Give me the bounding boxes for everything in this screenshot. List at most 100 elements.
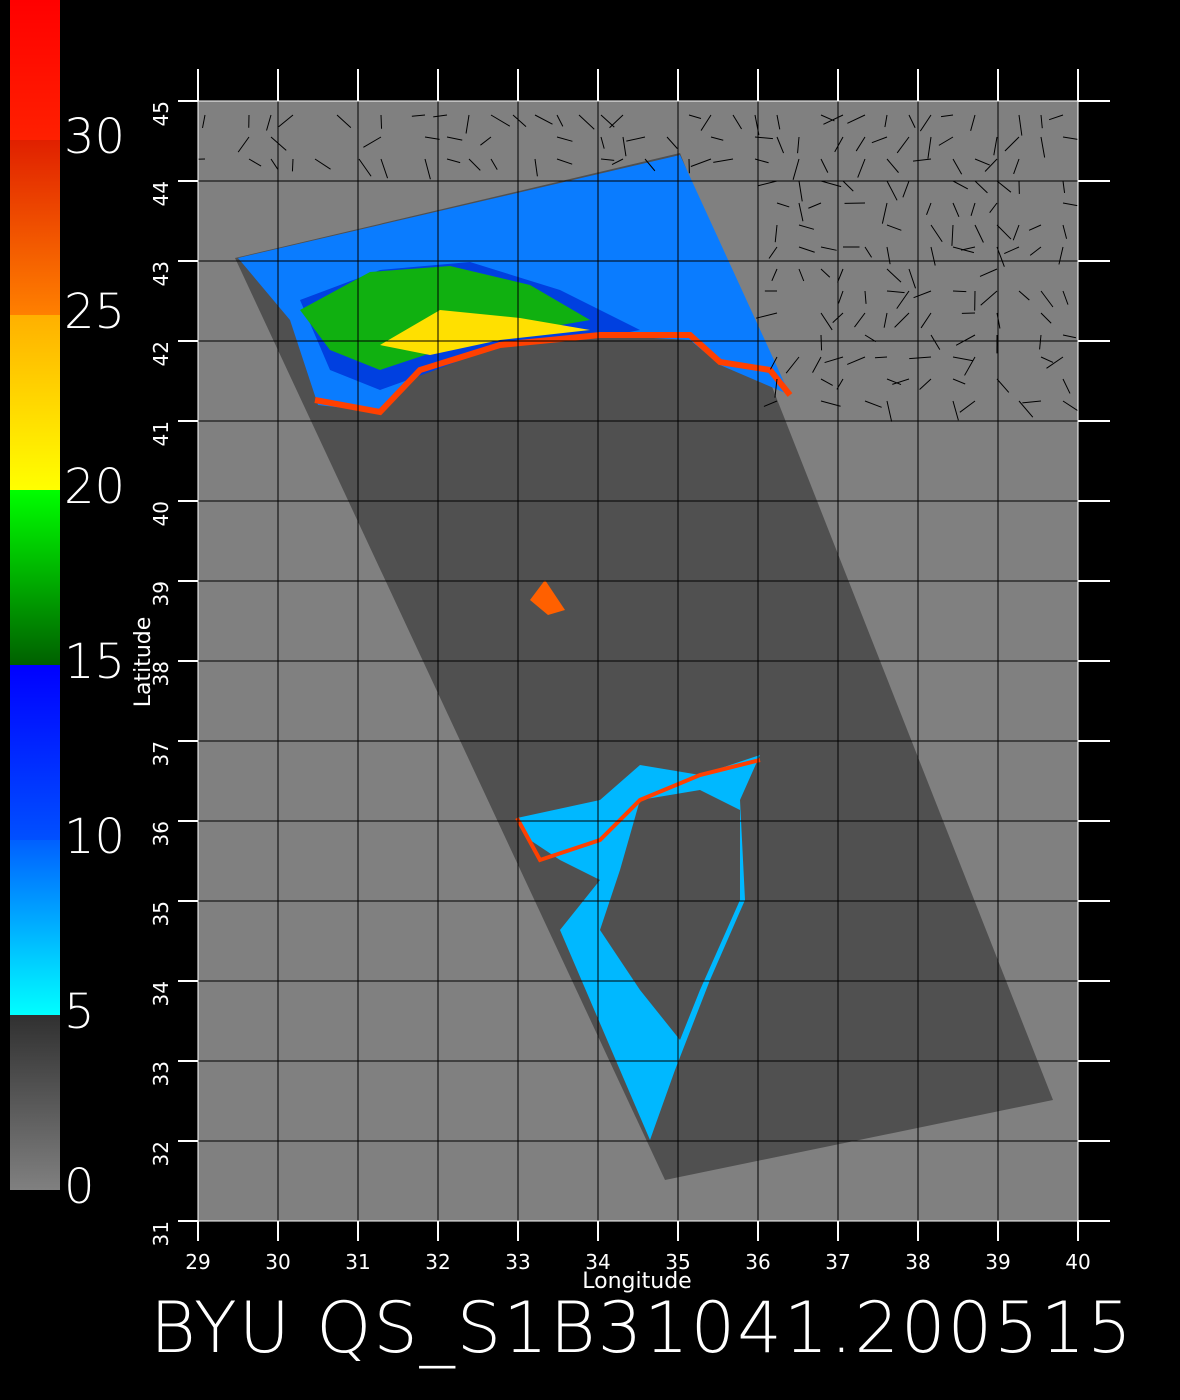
- wind-barb: [1040, 136, 1046, 158]
- wind-barb: [989, 202, 998, 213]
- wind-barb: [913, 290, 932, 299]
- wind-barb: [792, 158, 800, 180]
- wind-barb: [1018, 290, 1030, 301]
- wind-patch: [530, 580, 565, 615]
- wind-barb: [855, 136, 866, 152]
- y-tick-label: 42: [149, 341, 173, 366]
- colorbar-label: 15: [64, 634, 125, 690]
- wind-barb: [864, 290, 867, 304]
- wind-barb: [1062, 180, 1066, 193]
- wind-barb: [237, 136, 250, 153]
- wind-barb: [556, 114, 564, 127]
- wind-barb: [1004, 246, 1020, 254]
- wind-barb: [883, 312, 888, 328]
- wind-barb: [996, 224, 1012, 240]
- wind-barb: [820, 400, 841, 407]
- wind-barb: [732, 114, 742, 130]
- y-tick-label: 36: [149, 821, 173, 846]
- wind-barb: [534, 158, 538, 177]
- y-tick-label: 31: [149, 1221, 173, 1246]
- y-tick-label: 40: [149, 501, 173, 526]
- wind-barb: [480, 136, 492, 146]
- wind-barb: [930, 334, 941, 350]
- wind-barb: [930, 224, 943, 243]
- wind-barb: [1040, 114, 1043, 129]
- y-tick-label: 44: [149, 181, 173, 206]
- wind-barb: [909, 356, 932, 360]
- wind-barb: [886, 290, 905, 294]
- y-tick-label: 43: [149, 261, 173, 286]
- wind-barb: [886, 400, 893, 422]
- wind-barb: [763, 400, 778, 407]
- x-tick-label: 40: [1065, 1250, 1090, 1274]
- wind-barb: [1046, 356, 1064, 369]
- wind-barb: [838, 290, 844, 304]
- wind-barb: [380, 114, 383, 129]
- wind-barb: [1062, 136, 1079, 141]
- y-tick-label: 34: [149, 981, 173, 1006]
- colorbar-label: 10: [64, 809, 125, 865]
- x-tick-label: 31: [345, 1250, 370, 1274]
- wind-barb: [186, 158, 206, 161]
- wind-barb: [820, 158, 829, 173]
- wind-barb: [1029, 246, 1042, 256]
- wind-barb: [820, 378, 833, 386]
- wind-barb: [700, 114, 712, 131]
- y-tick-label: 45: [149, 101, 173, 126]
- wind-barb: [798, 202, 804, 222]
- wind-barb: [896, 290, 910, 309]
- wind-barb: [908, 114, 916, 128]
- x-tick-label: 29: [185, 1250, 210, 1274]
- wind-barb: [278, 114, 294, 128]
- colorbar-band: [10, 1015, 60, 1190]
- wind-barb: [864, 400, 882, 408]
- wind-barb: [938, 136, 954, 146]
- swath: [235, 153, 1053, 1180]
- x-axis-label: Longitude: [582, 1269, 691, 1294]
- colorbar-band: [10, 840, 60, 1015]
- wind-barb: [952, 158, 963, 175]
- wind-barb: [996, 378, 1010, 393]
- colorbar-label: 20: [64, 459, 125, 515]
- wind-barb: [710, 136, 724, 141]
- wind-barb: [952, 202, 960, 217]
- wind-barb: [1013, 158, 1020, 175]
- wind-barb: [774, 378, 778, 398]
- wind-barb: [820, 268, 831, 278]
- wind-barb: [1062, 290, 1069, 305]
- wind-barb: [854, 312, 866, 328]
- wind-barb: [908, 268, 917, 289]
- wind-barb: [556, 158, 573, 165]
- wind-barb: [490, 158, 498, 170]
- wind-front-south: [515, 758, 761, 863]
- wind-barb: [930, 246, 936, 266]
- wind-region-north-yellow: [380, 310, 590, 355]
- wind-barb: [468, 158, 481, 171]
- wind-barb: [979, 268, 998, 277]
- wind-barb: [926, 202, 932, 215]
- wind-barb: [959, 400, 976, 413]
- wind-barb: [798, 246, 815, 253]
- wind-barb: [1062, 378, 1071, 394]
- y-tick-label: 33: [149, 1061, 173, 1086]
- wind-barb: [842, 180, 854, 192]
- wind-barb: [886, 268, 902, 283]
- wind-barb: [886, 378, 902, 386]
- wind-barb: [771, 268, 778, 282]
- wind-barb: [1004, 136, 1020, 152]
- wind-barb: [424, 158, 431, 180]
- wind-barb: [798, 224, 815, 230]
- wind-barb: [1039, 334, 1042, 350]
- wind-barb: [970, 202, 976, 216]
- wind-barb: [556, 136, 573, 142]
- wind-barb: [823, 114, 844, 125]
- y-tick-label: 35: [149, 901, 173, 926]
- wind-barb: [776, 136, 785, 154]
- wind-barb: [970, 114, 976, 131]
- wind-barb: [314, 158, 331, 170]
- wind-barb: [1048, 114, 1064, 121]
- wind-barb: [1040, 312, 1052, 324]
- wind-barb: [1062, 334, 1077, 339]
- wind-barb: [952, 290, 967, 293]
- wind-barb: [912, 158, 932, 162]
